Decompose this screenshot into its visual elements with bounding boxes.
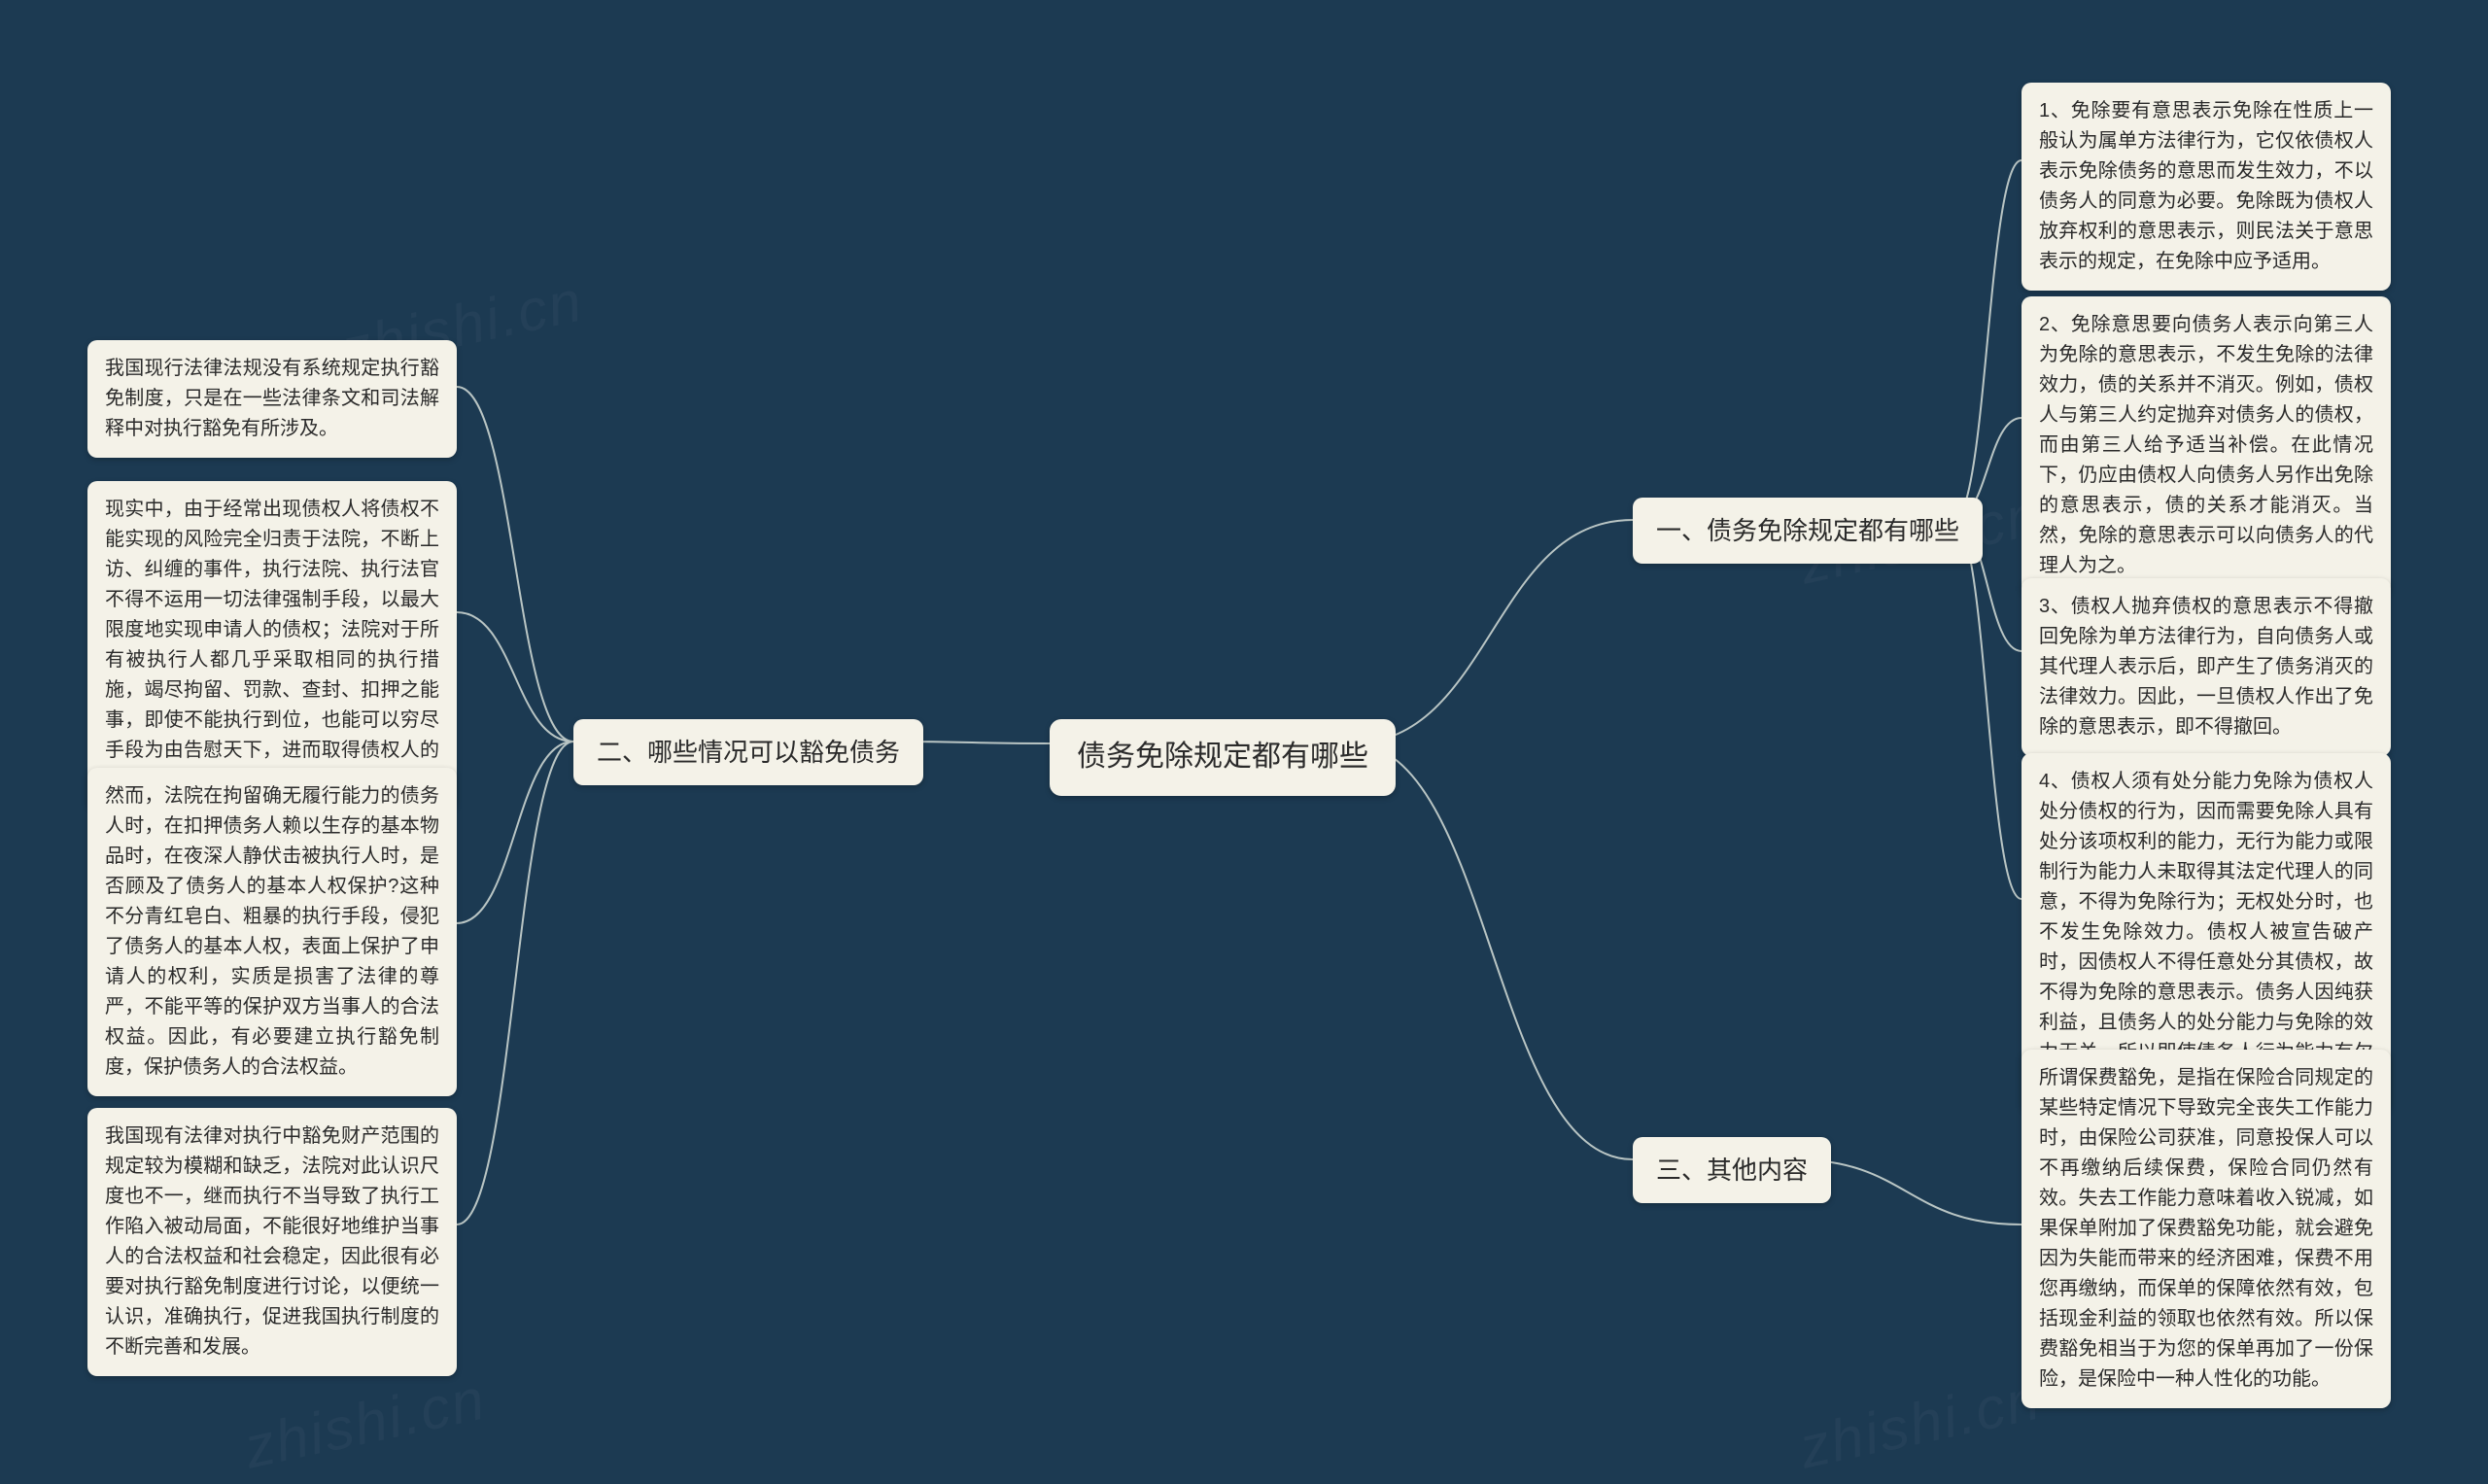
watermark: zhishi.cn: [1794, 1365, 2047, 1482]
leaf-b1-1: 1、免除要有意思表示免除在性质上一般认为属单方法律行为，它仅依债权人表示免除债务…: [2022, 83, 2391, 291]
branch-3: 三、其他内容: [1633, 1137, 1831, 1203]
watermark: zhishi.cn: [239, 1365, 492, 1482]
leaf-b2-4: 我国现有法律对执行中豁免财产范围的规定较为模糊和缺乏，法院对此认识尺度也不一，继…: [87, 1108, 457, 1376]
leaf-b3-1: 所谓保费豁免，是指在保险合同规定的某些特定情况下导致完全丧失工作能力时，由保险公…: [2022, 1050, 2391, 1408]
leaf-b2-2: 现实中，由于经常出现债权人将债权不能实现的风险完全归责于法院，不断上访、纠缠的事…: [87, 481, 457, 810]
leaf-b1-3: 3、债权人抛弃债权的意思表示不得撤回免除为单方法律行为，自向债务人或其代理人表示…: [2022, 578, 2391, 756]
leaf-b2-1: 我国现行法律法规没有系统规定执行豁免制度，只是在一些法律条文和司法解释中对执行豁…: [87, 340, 457, 458]
leaf-b2-3: 然而，法院在拘留确无履行能力的债务人时，在扣押债务人赖以生存的基本物品时，在夜深…: [87, 768, 457, 1096]
leaf-b1-2: 2、免除意思要向债务人表示向第三人为免除的意思表示，不发生免除的法律效力，债的关…: [2022, 296, 2391, 595]
branch-2: 二、哪些情况可以豁免债务: [573, 719, 923, 785]
branch-1: 一、债务免除规定都有哪些: [1633, 498, 1983, 564]
center-node: 债务免除规定都有哪些: [1050, 719, 1396, 796]
